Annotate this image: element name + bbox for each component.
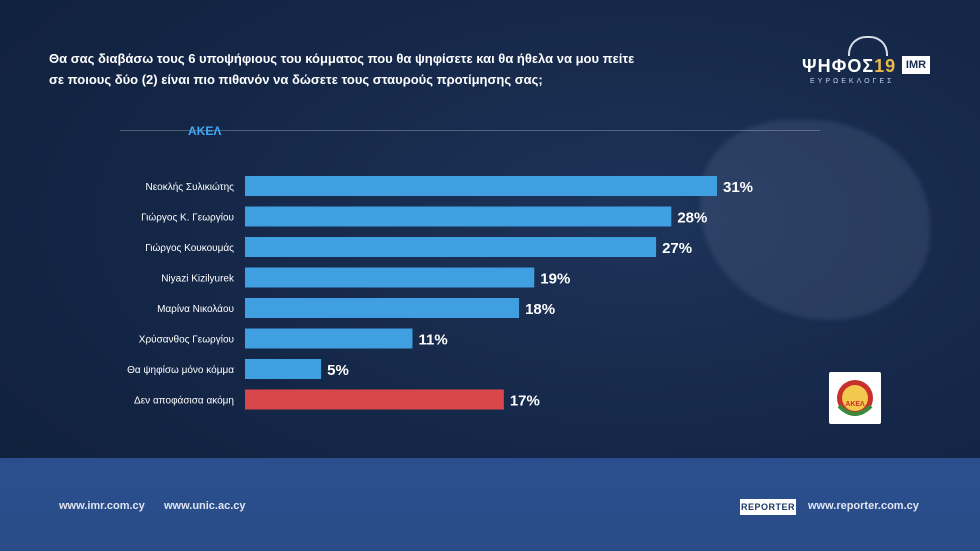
value-label: 19% bbox=[540, 271, 570, 288]
survey-question: Θα σας διαβάσω τους 6 υποψήφιους του κόμ… bbox=[49, 51, 635, 87]
logo-title: ΨΗΦΟΣ19 bbox=[802, 56, 896, 77]
category-label: Θα ψηφίσω μόνο κόμμα bbox=[127, 364, 234, 376]
bar bbox=[245, 359, 322, 379]
value-label: 5% bbox=[327, 362, 349, 379]
bar bbox=[245, 328, 413, 349]
category-label: Δεν αποφάσισα ακόμη bbox=[134, 395, 234, 407]
category-label: Χρύσανθος Γεωργίου bbox=[139, 334, 234, 346]
value-label: 28% bbox=[677, 210, 707, 227]
party-label: ΑΚΕΛ bbox=[188, 124, 222, 138]
value-label: 27% bbox=[662, 240, 692, 257]
bar bbox=[245, 267, 535, 288]
akel-party-logo: ΑΚΕΛ bbox=[829, 372, 881, 424]
category-label: Γιώργος Κουκουμάς bbox=[145, 242, 234, 254]
bar bbox=[245, 389, 504, 410]
category-label: Niyazi Kizilyurek bbox=[161, 274, 235, 285]
category-label: Γιώργος Κ. Γεωργίου bbox=[141, 212, 234, 224]
footer-bar bbox=[0, 458, 980, 551]
header-divider bbox=[120, 130, 820, 131]
category-label: Νεοκλής Συλικιώτης bbox=[146, 181, 235, 193]
value-label: 11% bbox=[418, 332, 447, 349]
europe-map-background bbox=[700, 120, 930, 320]
value-label: 18% bbox=[525, 301, 555, 318]
akel-logo-text: ΑΚΕΛ bbox=[845, 401, 865, 408]
category-label: Μαρίνα Νικολάου bbox=[157, 303, 234, 315]
imr-badge: IMR bbox=[902, 56, 930, 74]
reporter-link[interactable]: www.reporter.com.cy bbox=[808, 500, 919, 512]
bar bbox=[245, 298, 520, 318]
bar bbox=[245, 176, 717, 196]
psifos19-logo: ΨΗΦΟΣ19 IMR ΕΥΡΩΕΚΛΟΓΕΣ bbox=[798, 36, 933, 92]
bar bbox=[245, 237, 657, 257]
value-label: 31% bbox=[723, 179, 753, 196]
imr-link[interactable]: www.imr.com.cy bbox=[59, 500, 145, 512]
unic-link[interactable]: www.unic.ac.cy bbox=[164, 500, 246, 512]
logo-main-text: ΨΗΦΟΣ bbox=[802, 56, 875, 76]
bar bbox=[245, 206, 672, 227]
logo-number: 19 bbox=[874, 56, 897, 76]
logo-subtitle: ΕΥΡΩΕΚΛΟΓΕΣ bbox=[810, 78, 895, 85]
reporter-logo: REPORTER bbox=[740, 499, 796, 515]
value-label: 17% bbox=[510, 393, 540, 410]
